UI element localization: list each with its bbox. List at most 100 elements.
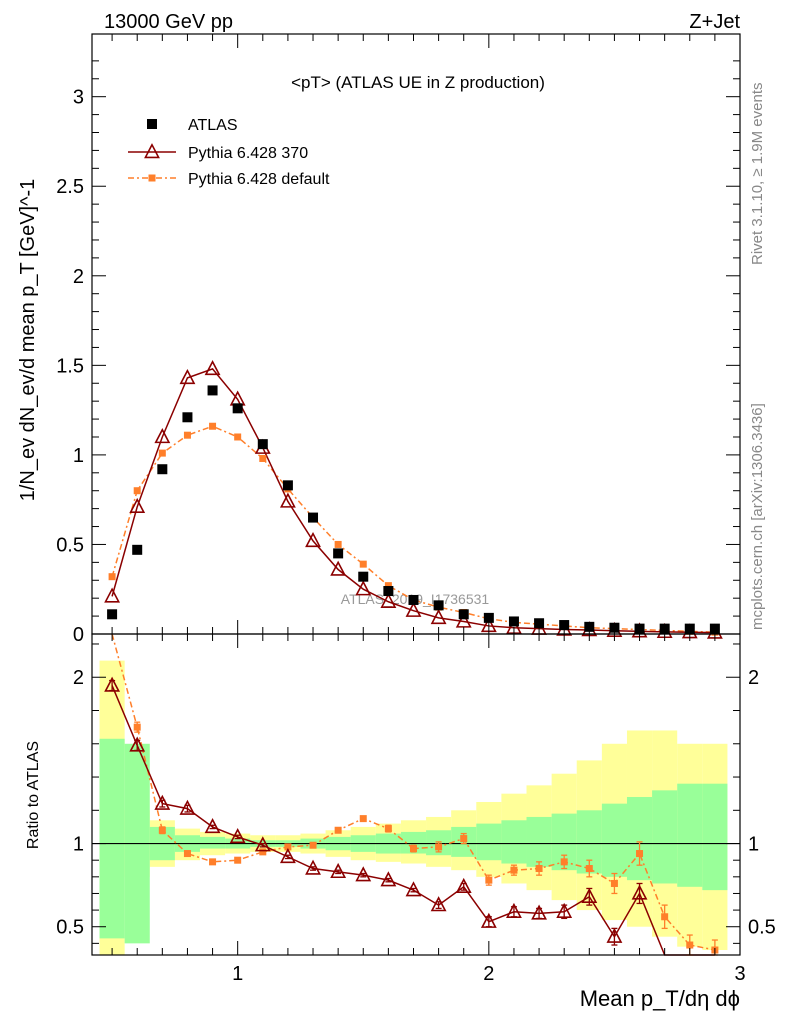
default-ratio-point (636, 850, 644, 858)
inner-band-bin (200, 836, 226, 849)
default-point (108, 573, 116, 581)
inner-band-bin (476, 823, 502, 861)
370-ratio-point (455, 877, 472, 894)
ratio-y-tick-label-right: 1 (748, 834, 759, 856)
atlas-point (408, 594, 419, 605)
atlas-point (257, 439, 268, 450)
370-ratio-point (606, 927, 623, 943)
ratio-y-tick-label-right: 0.5 (748, 917, 776, 939)
y-tick-label: 1 (73, 445, 84, 467)
y-tick-label: 0.5 (56, 534, 84, 556)
default-point (133, 487, 141, 495)
370-point (279, 492, 296, 508)
default-ratio-point (686, 941, 694, 949)
inner-band-bin (526, 816, 552, 867)
x-axis-label: Mean p_T/dη dϕ (580, 986, 740, 1011)
atlas-point (458, 609, 469, 620)
atlas-point (559, 620, 570, 631)
atlas-point (534, 618, 545, 629)
default-ratio-point (309, 841, 317, 849)
atlas-point (207, 385, 218, 396)
370-ratio-point (380, 871, 397, 887)
370-ratio-point (480, 912, 497, 928)
default-ratio-point (560, 858, 568, 866)
370-point (330, 560, 347, 576)
legend-entry-label: ATLAS (188, 117, 238, 134)
atlas-point (157, 464, 168, 475)
legend-entry-label: Pythia 6.428 default (188, 171, 330, 188)
inner-band-bin (501, 820, 527, 864)
legend: ATLAS Pythia 6.428 370 Pythia 6.428 defaul… (128, 117, 330, 188)
legend-370-marker (144, 143, 160, 159)
370-ratio-point (355, 866, 372, 882)
inner-band-bin (652, 790, 678, 884)
y-tick-label: 2.5 (56, 176, 84, 198)
default-ratio-point (435, 843, 443, 851)
process-label: Z+Jet (689, 11, 740, 33)
mcplots-label: mcplots.cern.ch [arXiv:1306.3436] (749, 403, 766, 630)
370-ratio-point (179, 799, 196, 815)
x-tick-label: 1 (232, 963, 243, 985)
y-tick-label: 2 (73, 266, 84, 288)
default-point (234, 433, 242, 441)
370-point (380, 592, 397, 608)
inner-band-bin (626, 796, 653, 881)
ratio-y-tick-label: 0.5 (56, 917, 84, 939)
370-ratio-point (581, 887, 598, 903)
370-ratio-point (104, 676, 121, 692)
atlas-point (333, 548, 344, 559)
atlas-point (132, 544, 143, 555)
x-tick-label: 3 (734, 963, 745, 985)
370-point (305, 531, 321, 548)
ratio-y-axis-label: Ratio to ATLAS (25, 741, 42, 849)
370-point (104, 587, 121, 603)
370-point (179, 368, 196, 385)
atlas-point (282, 480, 293, 491)
370-ratio-point (229, 827, 246, 844)
370-point (129, 497, 146, 514)
legend-default-marker (148, 174, 156, 182)
default-ratio-point (133, 723, 141, 731)
default-ratio-point (409, 845, 417, 853)
370-point (355, 580, 372, 596)
atlas-point (508, 616, 519, 627)
370-point (154, 428, 171, 444)
default-ratio-point (183, 850, 191, 858)
inner-band-bin (400, 831, 427, 854)
main-panel: 0 0.5 1 1.5 2 2.5 3 (56, 33, 741, 646)
y-tick-label: 1.5 (56, 355, 84, 377)
default-ratio-point (485, 876, 493, 884)
default-point (359, 560, 367, 568)
default-ratio-point (209, 858, 217, 866)
default-point (209, 422, 217, 430)
default-point (384, 582, 392, 590)
atlas-point (308, 512, 319, 523)
ratio-frame (91, 633, 741, 956)
370-point (204, 360, 221, 376)
370-ratio-point (430, 896, 447, 912)
ratio-y-tick-label: 1 (73, 834, 84, 856)
legend-atlas-marker (147, 119, 157, 129)
370-ratio-point (405, 881, 422, 897)
370-ratio-point (305, 859, 321, 875)
atlas-point (182, 412, 193, 423)
370-ratio-point (531, 904, 547, 920)
atlas-point (483, 612, 494, 623)
370-ratio-point (330, 862, 347, 879)
default-ratio-point (661, 913, 669, 921)
default-point (334, 540, 342, 548)
370-ratio-point (129, 736, 146, 752)
ratio-panel: 1 2 3 0.5 0.5 1 1 2 2 (56, 633, 776, 985)
370-point (405, 601, 422, 617)
default-ratio-point (359, 815, 367, 823)
370-point (455, 612, 472, 628)
default-ratio-point (158, 826, 166, 834)
default-ratio-point (460, 835, 468, 843)
default-point (259, 454, 267, 462)
atlas-point (383, 586, 394, 597)
default-ratio-point (585, 865, 593, 873)
370-ratio-point (556, 902, 573, 918)
inner-band-bin (601, 803, 627, 877)
energy-label: 13000 GeV pp (104, 11, 233, 33)
